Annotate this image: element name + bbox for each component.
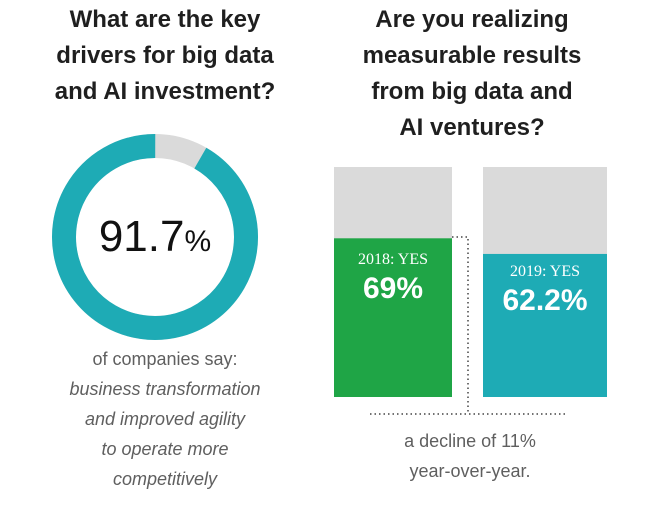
donut-slice-main <box>52 134 258 340</box>
donut-center-value: 91.7 <box>99 212 185 261</box>
left-heading-line: What are the key <box>69 6 261 33</box>
donut-center-label: 91.7% <box>99 212 211 261</box>
caption-line: competitively <box>112 469 218 489</box>
donut-center-unit: % <box>184 225 211 258</box>
caption-intro: of companies say: <box>92 349 238 369</box>
comparison-connector <box>452 236 469 414</box>
bar-2019-category: 2019: YES <box>509 263 581 280</box>
right-heading-line: AI ventures? <box>399 114 545 141</box>
decline-caption: a decline of 11% year-over-year. <box>330 426 610 486</box>
right-heading-line: Are you realizing <box>375 6 569 33</box>
bar-2019-label: 2019: YES 62.2% <box>483 262 607 320</box>
donut-chart: 91.7% <box>52 134 258 340</box>
bar-2019 <box>483 253 607 397</box>
bar-2018 <box>334 238 452 397</box>
caption-line: business transformation <box>69 379 261 399</box>
right-heading: Are you realizing measurable results fro… <box>322 2 622 146</box>
left-heading: What are the key drivers for big data an… <box>20 2 310 110</box>
left-heading-line: and AI investment? <box>54 78 276 105</box>
bar-2018-value: 69% <box>362 272 424 305</box>
decline-line: year-over-year. <box>409 461 531 481</box>
bar-2019-value: 62.2% <box>502 284 588 317</box>
bar-2018-category: 2018: YES <box>357 251 429 268</box>
caption-line: and improved agility <box>84 409 246 429</box>
left-heading-line: drivers for big data <box>56 42 274 69</box>
donut-caption: of companies say: business transformatio… <box>20 344 310 494</box>
caption-line: to operate more <box>101 439 229 459</box>
decline-line: a decline of 11% <box>404 431 536 451</box>
right-heading-line: from big data and <box>371 78 573 105</box>
bar-2018-label: 2018: YES 69% <box>334 250 452 308</box>
right-heading-line: measurable results <box>362 42 582 69</box>
